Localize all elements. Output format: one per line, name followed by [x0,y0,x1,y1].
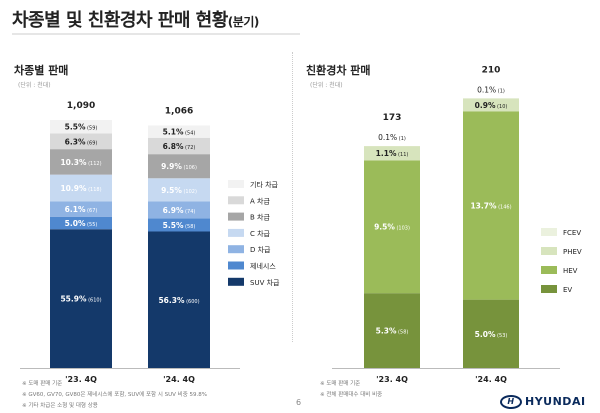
legend-label: B 차급 [250,213,270,222]
bar-segment-PHEV [364,146,420,161]
segment-label-outside: 0.1% (1) [477,85,505,94]
legend-label: A 차급 [250,196,270,205]
segment-label: 5.5% (58) [163,221,196,230]
chart2-unit: (단위 : 천대) [310,82,343,89]
segment-label: 9.5% (103) [374,223,410,232]
bar-segment-B 차급 [148,154,210,179]
legend-swatch-D 차급 [228,245,244,254]
bar-segment-제네시스 [148,218,210,232]
segment-label: 5.3% (58) [376,327,409,336]
segment-label: 10.3% (112) [60,158,101,167]
bar-segment-C 차급 [50,174,112,202]
legend-swatch-C 차급 [228,228,244,237]
legend-label: FCEV [563,229,581,237]
chart1-title: 차종별 판매 [14,64,69,77]
legend-label: SUV 차급 [250,278,280,287]
chart2-title: 친환경차 판매 [306,64,371,77]
legend-swatch-제네시스 [228,261,244,270]
legend-label: HEV [563,267,578,275]
bar-segment-HEV [364,160,420,294]
legend-swatch-HEV [541,266,557,274]
bar-segment-EV [463,299,519,368]
bar-total: 173 [383,113,402,123]
category-label: '24. 4Q [475,375,507,384]
bar-segment-SUV 차급 [50,229,112,368]
segment-label: 5.5% (59) [65,123,98,132]
bar-segment-제네시스 [50,216,112,230]
bar-segment-D 차급 [148,201,210,219]
segment-label: 6.3% (69) [65,137,98,146]
legend-label: D 차급 [250,245,271,254]
bar-segment-A 차급 [50,133,112,150]
title-rule [12,33,300,35]
segment-label: 55.9% (610) [60,295,101,304]
legend-swatch-FCEV [541,228,557,236]
legend-swatch-A 차급 [228,196,244,205]
legend-label: 제네시스 [250,262,276,271]
legend-label: C 차급 [250,229,271,238]
segment-label: 6.8% (72) [163,142,196,151]
segment-label: 5.0% (53) [475,330,508,339]
legend-swatch-SUV 차급 [228,277,244,286]
chart2-note-1: ※ 도매 판매 기준 [320,381,361,387]
hyundai-logo: H HYUNDAI [500,395,586,409]
chart2-note-2: ※ 전체 판매대수 대비 비중 [320,392,383,398]
segment-label: 13.7% (146) [470,201,511,210]
bar-segment-기타 차급 [50,120,112,134]
chart1-note-1: ※ 도매 판매 기준 [22,381,63,387]
bar-segment-EV [364,293,420,368]
page-number: 6 [296,398,302,407]
legend-label: PHEV [563,248,582,256]
legend-label: EV [563,286,572,294]
category-label: '23. 4Q [65,375,97,384]
chart1-unit: (단위 : 천대) [18,82,51,89]
category-label: '24. 4Q [163,375,195,384]
section-divider [292,52,293,342]
bar-segment-B 차급 [50,149,112,175]
segment-label: 9.5% (102) [161,186,197,195]
segment-label: 5.0% (55) [65,219,98,228]
bar-segment-SUV 차급 [148,231,210,368]
bar-segment-A 차급 [148,137,210,155]
segment-label: 5.1% (54) [163,128,196,137]
segment-label: 56.3% (600) [158,296,199,305]
segment-label: 0.9% (10) [475,101,508,110]
bar-segment-C 차급 [148,178,210,202]
segment-label-outside: 0.1% (1) [378,133,406,142]
bar-total: 1,090 [67,101,95,111]
category-label: '23. 4Q [376,375,408,384]
bar-segment-HEV [463,111,519,300]
bar-segment-D 차급 [50,201,112,217]
segment-label: 6.9% (74) [163,206,196,215]
legend-swatch-EV [541,285,557,293]
chart1-note-3: ※ 기타 차급은 소형 및 대형 상용 [22,403,98,409]
chart1-note-2: ※ GV60, GV70, GV80은 제네시스에 포함, SUV에 포함 시 … [22,392,208,398]
bar-total: 1,066 [165,106,193,116]
hyundai-emblem-icon: H [500,395,522,409]
bar-total: 210 [482,65,501,75]
page-title: 차종별 및 친환경차 판매 현황(분기) [12,10,259,31]
legend-label: 기타 차급 [250,180,279,189]
segment-label: 1.1% (11) [376,149,409,158]
bar-segment-PHEV [463,98,519,112]
segment-label: 9.9% (106) [161,162,197,171]
legend-swatch-B 차급 [228,212,244,221]
legend-swatch-기타 차급 [228,180,244,188]
bar-segment-기타 차급 [148,125,210,138]
legend-swatch-PHEV [541,247,557,255]
segment-label: 6.1% (67) [65,205,98,214]
segment-label: 10.9% (118) [60,184,101,193]
